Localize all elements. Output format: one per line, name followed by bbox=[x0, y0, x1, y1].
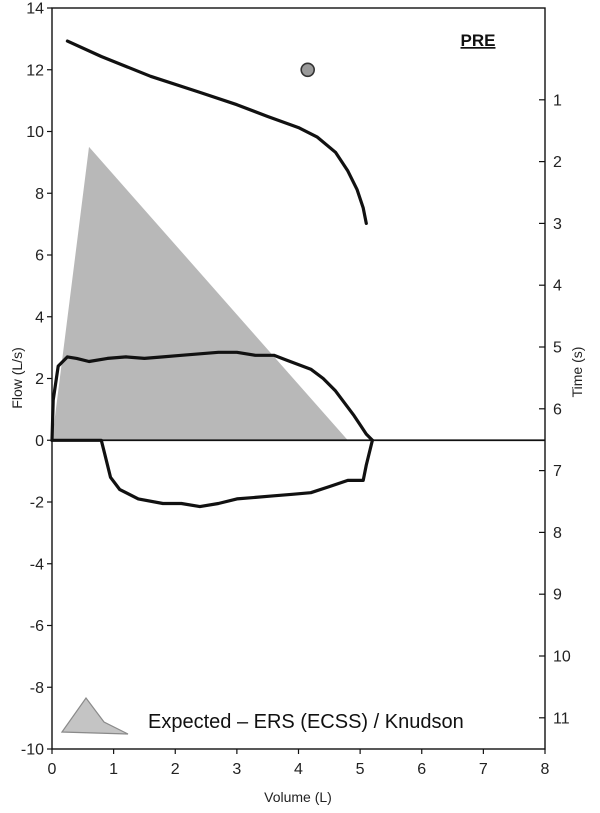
expected-layer bbox=[52, 146, 373, 441]
x-tick-label: 6 bbox=[417, 761, 426, 778]
x-tick-label: 4 bbox=[294, 761, 303, 778]
y2-tick-label: 7 bbox=[553, 463, 562, 480]
y2-tick-label: 3 bbox=[553, 216, 562, 233]
x-tick-label: 2 bbox=[171, 761, 180, 778]
y-tick-label: 12 bbox=[26, 62, 44, 79]
expiratory-curve bbox=[50, 350, 374, 442]
y-tick-label: 4 bbox=[35, 309, 44, 326]
y2-tick-label: 5 bbox=[553, 340, 562, 357]
y-tick-label: 6 bbox=[35, 248, 44, 265]
y-tick-label: -10 bbox=[21, 742, 44, 759]
inspiratory-curve bbox=[50, 438, 374, 509]
expected-area bbox=[52, 146, 373, 441]
x-tick-label: 8 bbox=[541, 761, 550, 778]
y-tick-label: 10 bbox=[26, 124, 44, 141]
y-tick-label: -8 bbox=[30, 680, 44, 697]
legend-label: Expected – ERS (ECSS) / Knudson bbox=[148, 711, 464, 733]
x-tick-label: 7 bbox=[479, 761, 488, 778]
legend: Expected – ERS (ECSS) / Knudson bbox=[60, 696, 464, 735]
volume-time-curve bbox=[65, 39, 368, 225]
y2-tick-label: 9 bbox=[553, 587, 562, 604]
y-axis-label: Flow (L/s) bbox=[9, 347, 25, 408]
y2-tick-label: 4 bbox=[553, 278, 562, 295]
y-tick-label: -6 bbox=[30, 618, 44, 635]
y2-tick-label: 10 bbox=[553, 649, 571, 666]
x-tick-label: 5 bbox=[356, 761, 365, 778]
y2-tick-label: 2 bbox=[553, 154, 562, 171]
y2-tick-label: 1 bbox=[553, 92, 562, 109]
x-tick-label: 1 bbox=[109, 761, 118, 778]
y2-axis-label: Time (s) bbox=[569, 347, 585, 398]
y2-tick-label: 8 bbox=[553, 525, 562, 542]
y-tick-label: 8 bbox=[35, 186, 44, 203]
y2-tick-label: 11 bbox=[553, 710, 570, 727]
y-tick-label: -4 bbox=[30, 556, 44, 573]
x-axis-label: Volume (L) bbox=[264, 789, 332, 805]
legend-swatch bbox=[60, 696, 129, 735]
y-tick-label: 14 bbox=[26, 1, 44, 18]
series-layer bbox=[50, 39, 374, 509]
x-tick-label: 3 bbox=[232, 761, 241, 778]
marker-point bbox=[300, 62, 316, 78]
y-tick-label: -2 bbox=[30, 495, 44, 512]
y-tick-label: 0 bbox=[35, 433, 44, 450]
y-tick-label: 2 bbox=[35, 371, 44, 388]
x-tick-label: 0 bbox=[48, 761, 57, 778]
panel-label: PRE bbox=[461, 31, 496, 50]
y2-tick-label: 6 bbox=[553, 401, 562, 418]
